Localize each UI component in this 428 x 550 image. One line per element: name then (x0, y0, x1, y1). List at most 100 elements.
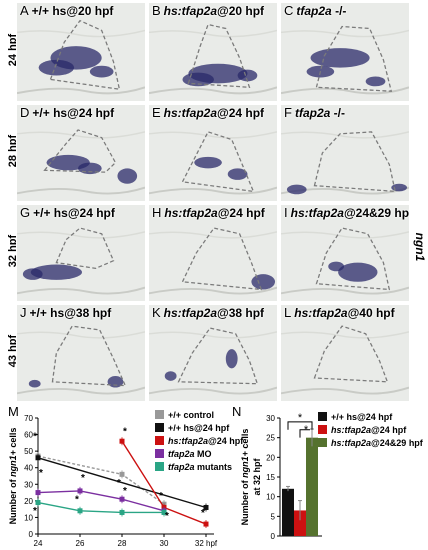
chart-n-significance-bracket (299, 429, 310, 438)
panel-condition: tfap2a -/- (295, 106, 345, 120)
micrograph-image (17, 129, 145, 195)
chart-m-significance-star: * (123, 427, 127, 438)
label-italic-text: hs:tfap2a (331, 438, 372, 448)
label-text: mutants (194, 462, 233, 472)
micrograph-image (281, 25, 409, 95)
ngn1-stain-blob (30, 264, 82, 280)
tissue-texture (149, 86, 277, 95)
chart-m-y-tick-label: 30 (24, 480, 33, 489)
chart-n-bar (282, 488, 294, 536)
chart-n-y-tick-label: 20 (266, 453, 275, 462)
tissue-texture (17, 386, 145, 395)
panel-condition: +/+ hs@24 hpf (33, 206, 115, 220)
tissue-texture (281, 86, 409, 95)
chart-n-y-tick-label: 0 (271, 532, 276, 541)
tissue-texture (281, 131, 409, 139)
micrograph-image (17, 227, 145, 295)
chart-m-series-line (37, 501, 164, 514)
chart-m-line-chart: 0 10 20 30 40 50 60 70 24 26 28 30 32 hpf Number of n… (8, 414, 218, 548)
micrograph-image (149, 227, 277, 295)
chart-m-significance-star: * (81, 473, 85, 484)
panel-letter: B (152, 3, 161, 18)
ngn1-stain-blob (89, 65, 114, 78)
label-italic-text: hs:tfap2a (290, 206, 344, 220)
ngn1-stain-blob (107, 376, 124, 388)
chart-m-legend-swatch (155, 462, 164, 471)
micrograph-image (149, 327, 277, 395)
otic-vesicle-outline (313, 325, 389, 383)
micrograph-panel-g: G +/+ hs@24 hpf (16, 204, 146, 302)
micrograph-image (149, 131, 277, 195)
panel-condition: hs:tfap2a@38 hpf (164, 306, 264, 320)
otic-vesicle-outline (315, 227, 391, 291)
panel-condition: hs:tfap2a@40 hpf (294, 306, 394, 320)
chart-m-y-tick-label: 20 (24, 497, 33, 506)
chart-m-legend-item: tfap2a mutants (155, 462, 232, 472)
micrograph-image (281, 227, 409, 295)
panel-letter: I (284, 205, 288, 220)
chart-m-y-tick-label: 70 (24, 414, 33, 423)
chart-n-significance-bracket (287, 421, 313, 430)
label-text: @40 hpf (347, 306, 395, 320)
ngn1-stain-blob (194, 156, 222, 169)
chart-n-legend-swatch (318, 438, 327, 447)
chart-m-y-tick-label: 40 (24, 464, 33, 473)
chart-n-y-axis-label-line2: at 32 hpf (252, 457, 262, 495)
gene-side-label: ngn1 (413, 232, 427, 262)
tissue-texture (17, 186, 145, 195)
tissue-texture (281, 386, 409, 395)
ngn1-stain-blob (328, 261, 345, 272)
micrograph-image (149, 23, 277, 95)
label-text: +/+ hs@24 hpf (168, 423, 230, 433)
chart-m-y-axis-label: Number of ngn1+ cells (8, 428, 18, 525)
ngn1-stain-blob (237, 69, 258, 82)
ngn1-stain-blob (38, 59, 75, 76)
label-italic-text: hs:tfap2a (168, 436, 209, 446)
panel-condition: +/+ hs@38 hpf (30, 306, 112, 320)
panel-letter: F (284, 105, 292, 120)
chart-m-x-tick-label: 28 (118, 539, 127, 548)
label-italic-text: hs:tfap2a (163, 306, 218, 320)
label-text: +/+ hs@24 hpf (33, 206, 115, 220)
chart-n-legend-item: hs:tfap2a@24&29 hpf (318, 438, 423, 448)
chart-n-y-tick-label: 30 (266, 414, 275, 423)
panel-label: G +/+ hs@24 hpf (20, 205, 115, 220)
chart-n-significance-star: * (298, 412, 303, 424)
label-italic-text: tfap2a (294, 106, 331, 120)
tissue-texture (17, 29, 145, 38)
label-text: @24 hpf (217, 106, 265, 120)
chart-n-y-tick-label: 15 (266, 473, 275, 482)
chart-m-legend-item: +/+ control (155, 410, 214, 420)
label-italic-text: hs:tfap2a (294, 306, 348, 320)
micrograph-image (281, 325, 409, 395)
micrograph-panel-a: A +/+ hs@20 hpf (16, 2, 146, 102)
ngn1-stain-blob (164, 371, 177, 381)
label-italic-text: hs:tfap2a (163, 4, 218, 18)
chart-m-legend-item: +/+ hs@24 hpf (155, 423, 229, 433)
tissue-texture (149, 131, 277, 139)
otic-vesicle-outline (177, 327, 259, 385)
label-text: @24 hpf (217, 206, 265, 220)
chart-m-significance-star: * (75, 495, 79, 506)
panel-label: A +/+ hs@20 hpf (20, 3, 113, 18)
chart-m-y-tick-label: 10 (24, 513, 33, 522)
panel-letter: G (20, 205, 31, 220)
panel-condition: +/+ hs@24 hpf (32, 106, 114, 120)
otic-vesicle-outline (181, 131, 255, 193)
ngn1-stain-blob (22, 268, 43, 280)
micrograph-image (17, 19, 145, 95)
chart-m-legend-swatch (155, 436, 164, 445)
chart-n-legend-swatch (318, 412, 327, 421)
tissue-texture (281, 29, 409, 38)
chart-n-legend-item: +/+ hs@24 hpf (318, 412, 392, 422)
ngn1-stain-blob (310, 48, 370, 68)
panel-letter: J (20, 305, 27, 320)
label-text: +/+ hs@20 hpf (31, 4, 114, 18)
label-text: @20 hpf (217, 4, 265, 18)
